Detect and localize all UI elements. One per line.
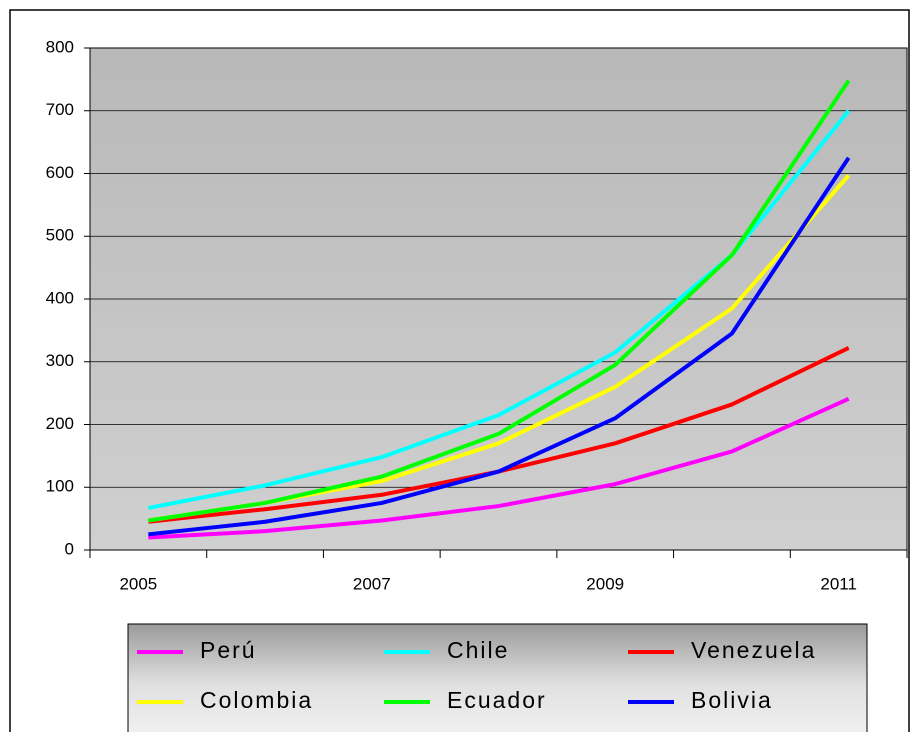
legend-label: Perú — [200, 637, 257, 663]
legend-label: Ecuador — [447, 687, 547, 713]
x-tick-label: 2007 — [353, 574, 391, 593]
x-tick-label: 2011 — [820, 574, 857, 593]
y-tick-label: 0 — [65, 539, 74, 558]
x-tick-label: 2009 — [586, 574, 624, 593]
series-line — [148, 156, 851, 537]
y-tick-label: 100 — [46, 477, 74, 496]
y-tick-label: 400 — [46, 288, 74, 307]
legend-label: Bolivia — [691, 687, 773, 713]
series-line — [148, 79, 851, 523]
y-tick-label: 600 — [46, 163, 74, 182]
y-tick-label: 500 — [46, 226, 74, 245]
legend-label: Colombia — [200, 687, 313, 713]
legend — [127, 623, 868, 732]
legend-label: Venezuela — [691, 637, 816, 663]
frame — [9, 9, 910, 732]
x-tick-label: 2005 — [119, 574, 157, 593]
series-line — [148, 396, 850, 540]
y-tick-label: 700 — [46, 100, 74, 119]
y-tick-label: 800 — [46, 37, 74, 56]
y-tick-label: 200 — [46, 414, 74, 433]
legend-label: Chile — [447, 637, 509, 663]
y-tick-label: 300 — [46, 351, 74, 370]
